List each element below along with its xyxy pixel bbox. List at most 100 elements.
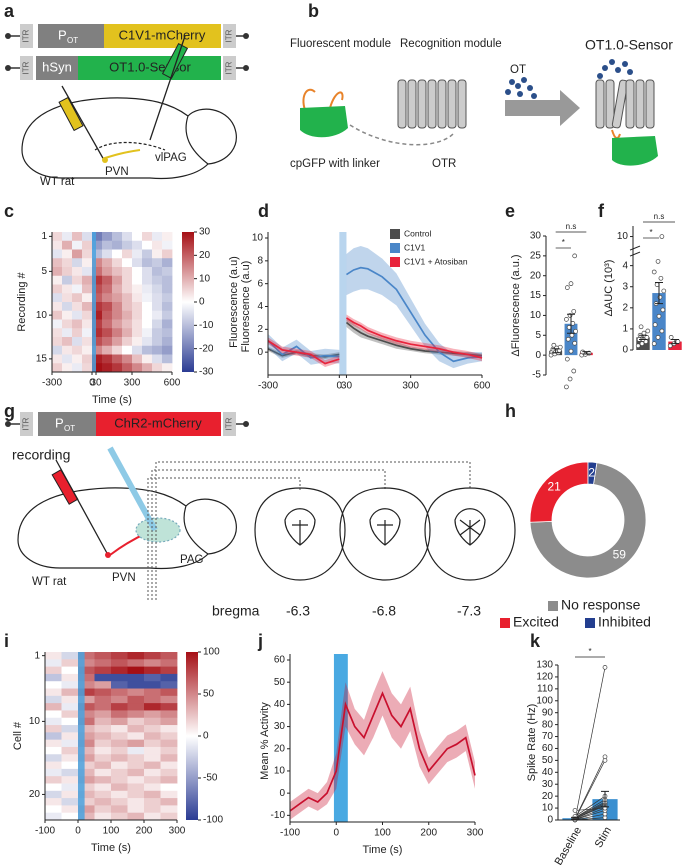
heatmap-cell: [160, 717, 178, 726]
line: [289, 691, 476, 812]
heatmap-cell: [122, 284, 133, 294]
heatmap-cell: [61, 717, 79, 726]
heatmap-cell: [61, 688, 79, 697]
heatmap-cell: [92, 345, 103, 355]
heatmap-cell: [112, 275, 123, 285]
y-tick-label: 10: [199, 273, 211, 284]
y-tick-label: 10: [252, 233, 264, 244]
heatmap-cell: [132, 275, 143, 285]
heatmap-cell: [102, 337, 113, 347]
slice-label: 59: [613, 547, 627, 561]
heatmap-cell: [92, 337, 103, 347]
bar: [652, 293, 666, 350]
animal: WT rat: [40, 176, 75, 188]
heatmap-cell: [62, 232, 73, 242]
heatmap-cell: [102, 284, 113, 294]
heatmap-cell: [122, 302, 133, 312]
data-point: [564, 285, 570, 290]
error-bar: [639, 334, 647, 340]
x-tick-label: 30: [90, 378, 102, 389]
panel-label: b: [308, 1, 319, 21]
heatmap-cell: [162, 232, 173, 242]
heatmap-cell: [62, 319, 73, 329]
heatmap-cell: [122, 293, 133, 303]
heatmap-cell: [102, 310, 113, 320]
heatmap-cell: [45, 812, 62, 821]
heatmap-cell: [112, 232, 123, 242]
y-tick-label: 30: [542, 779, 554, 790]
heatmap-cell: [112, 249, 123, 259]
heatmap-cell: [142, 337, 153, 347]
heatmap-cell: [61, 805, 79, 814]
heatmap-cell: [61, 812, 79, 821]
heatmap-cell: [52, 354, 63, 364]
module-label: Fluorescent module: [290, 38, 391, 50]
heatmap-cell: [45, 717, 62, 726]
heatmap-cell: [132, 328, 143, 338]
heatmap-cell: [72, 267, 83, 277]
legend-label: Inhibited: [598, 614, 651, 630]
heatmap-cell: [162, 293, 173, 303]
y-tick-label: 60: [542, 743, 554, 754]
heatmap-cell: [102, 319, 113, 329]
y-tick-label: 100: [203, 647, 220, 658]
heatmap-cell: [112, 345, 123, 355]
data-point: [675, 339, 681, 344]
heatmap-cell: [111, 681, 128, 689]
x-tick-label: 0: [89, 378, 95, 389]
heatmap-cell: [132, 240, 143, 250]
heatmap-cell: [94, 673, 112, 682]
heatmap-cell: [111, 783, 128, 792]
heatmap-cell: [111, 717, 128, 726]
heatmap-cell: [45, 776, 62, 784]
heatmap-cell: [111, 754, 128, 762]
heatmap-cell: [102, 249, 113, 259]
heatmap-cell: [82, 328, 93, 338]
heatmap-cell: [62, 284, 73, 294]
heatmap-cell: [61, 710, 79, 719]
heatmap-cell: [94, 666, 112, 675]
y-tick-label: 0: [547, 815, 553, 826]
heatmap-cell: [144, 725, 161, 733]
heatmap-cell: [112, 319, 123, 329]
heatmap-cell: [82, 293, 93, 303]
heatmap-cell: [162, 240, 173, 250]
pair-line: [574, 756, 606, 819]
heatmap-cell: [111, 776, 128, 784]
heatmap-cell: [144, 812, 161, 821]
itr: ITR: [225, 29, 234, 42]
heatmap-cell: [142, 363, 153, 373]
heatmap-cell: [72, 319, 83, 329]
heatmap-cell: [94, 659, 112, 668]
y-tick-label: 120: [536, 672, 553, 683]
heatmap-cell: [94, 768, 112, 777]
heatmap-cell: [45, 703, 62, 711]
legend-label: No response: [561, 597, 641, 613]
part-label: OTR: [432, 158, 456, 170]
region: PAG: [180, 554, 203, 566]
heatmap-cell: [61, 754, 79, 762]
y-tick-label: -20: [199, 343, 214, 354]
data-point: [564, 384, 569, 390]
promoter: P: [58, 27, 67, 42]
panel-label: i: [4, 631, 9, 651]
data-point: [568, 348, 574, 354]
heatmap-cell: [78, 673, 95, 682]
x-tick-label: 200: [136, 826, 153, 837]
sig-label: *: [588, 647, 591, 656]
heatmap-cell: [45, 681, 62, 689]
heatmap-cell: [142, 328, 153, 338]
heatmap-cell: [132, 319, 143, 329]
x-tick-label: -300: [42, 378, 62, 389]
heatmap-cell: [132, 232, 143, 242]
y-tick-label: 80: [542, 719, 554, 730]
heatmap-cell: [52, 275, 63, 285]
data-point: [571, 368, 577, 374]
heatmap-cell: [52, 302, 63, 312]
data-point: [652, 322, 658, 328]
heatmap-cell: [92, 249, 103, 259]
heatmap-cell: [78, 805, 95, 814]
heatmap-cell: [94, 695, 112, 704]
stim-window: [339, 232, 347, 375]
x-axis-label: Time (s): [92, 394, 132, 406]
